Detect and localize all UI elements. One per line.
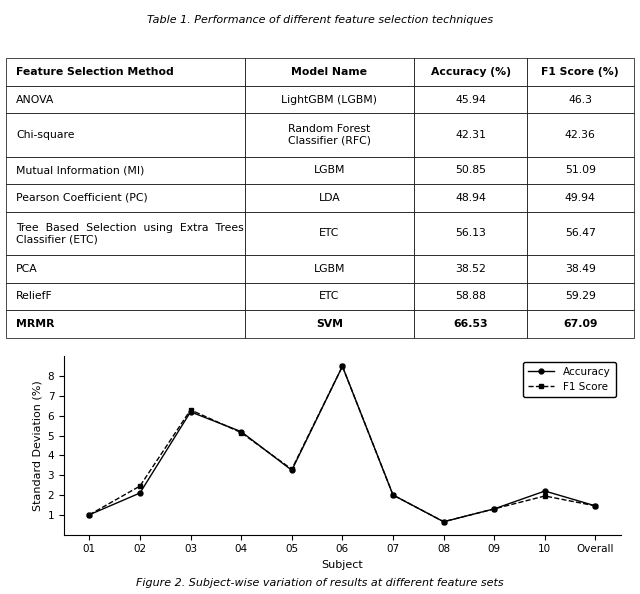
Accuracy [187, 408, 195, 415]
Accuracy [339, 363, 346, 370]
Accuracy [237, 428, 245, 435]
F1 Score [237, 429, 245, 436]
Accuracy [389, 491, 397, 498]
F1 Score [490, 505, 498, 513]
F1 Score [86, 511, 93, 519]
Text: Figure 2. Subject-wise variation of results at different feature sets: Figure 2. Subject-wise variation of resu… [136, 578, 504, 588]
F1 Score [541, 492, 548, 500]
X-axis label: Subject: Subject [321, 560, 364, 570]
Accuracy [288, 467, 296, 474]
Y-axis label: Standard Deviation (%): Standard Deviation (%) [32, 380, 42, 511]
F1 Score [591, 503, 599, 510]
F1 Score [389, 491, 397, 498]
F1 Score [288, 466, 296, 473]
Accuracy [541, 488, 548, 495]
Accuracy [136, 489, 144, 497]
F1 Score [440, 518, 447, 525]
Accuracy [490, 505, 498, 513]
Accuracy [86, 511, 93, 519]
F1 Score [187, 406, 195, 413]
Line: Accuracy: Accuracy [87, 364, 598, 524]
Legend: Accuracy, F1 Score: Accuracy, F1 Score [523, 362, 616, 397]
Text: Table 1. Performance of different feature selection techniques: Table 1. Performance of different featur… [147, 15, 493, 25]
Line: F1 Score: F1 Score [87, 364, 598, 524]
Accuracy [440, 518, 447, 525]
Accuracy [591, 503, 599, 510]
F1 Score [136, 482, 144, 489]
F1 Score [339, 363, 346, 370]
